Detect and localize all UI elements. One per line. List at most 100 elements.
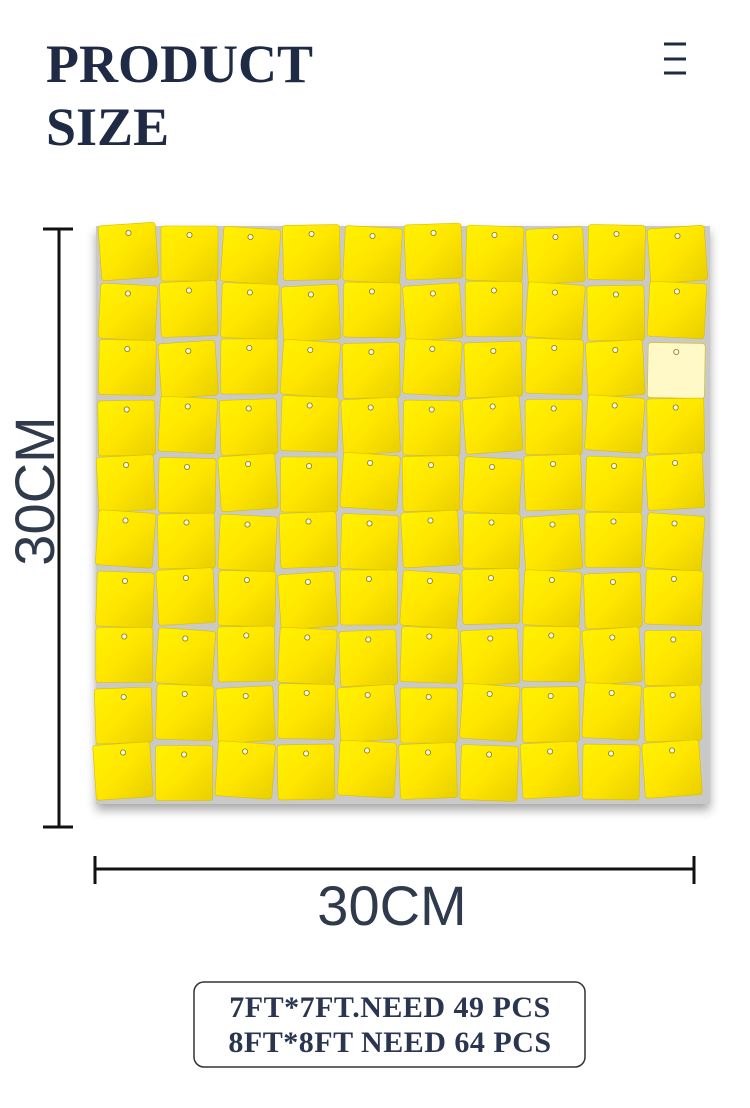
sequin [644,630,703,686]
sequin-hole [246,289,253,296]
sequin-hole [547,748,554,755]
sequin-hole [609,634,616,641]
sequin [155,567,216,626]
sequin-hole [487,575,494,582]
sequin-hole [304,634,311,641]
sequin [398,742,458,800]
sequin [97,221,159,282]
sequin-hole [427,517,434,524]
sequin-hole [185,347,192,354]
sequin [95,509,157,569]
sequin-hole [364,692,371,699]
sequin-hole [247,233,254,240]
sequin-hole [306,402,313,409]
sequin [641,739,703,799]
sequin-hole [552,233,559,240]
sequin [276,743,336,801]
sequin-hole [121,578,128,585]
sequin-hole [367,459,374,466]
sequin [583,571,643,630]
sequin [525,226,586,285]
sequin [337,739,398,799]
sequin-hole [121,633,128,640]
sequin [340,569,398,626]
sequin-hole [613,230,620,237]
sequin-hole [243,632,250,639]
sequin [96,454,157,513]
sequin-hole [183,519,190,526]
sequin [217,452,279,513]
sequin-hole [122,517,129,524]
sequin [280,456,338,513]
sequin-hole [368,288,375,295]
sequin [160,225,219,282]
sequin [278,511,339,569]
sequin-hole [366,520,373,527]
sequin [585,339,646,398]
sequin-hole [242,748,249,755]
sequin-hole [671,520,678,527]
sequin-hole [611,402,618,409]
sequin-hole [181,751,188,758]
sequin [337,683,399,744]
sequin [214,740,276,800]
sequin [95,627,154,683]
sequin-hole [125,229,132,236]
sequin-hole [303,750,310,757]
sequin [403,222,464,281]
sequin-hole [186,231,193,238]
sequin-hole [307,346,314,353]
sequin-hole [428,406,435,413]
sequin-hole [551,289,558,296]
sequin-hole [242,693,249,700]
sequin [338,629,398,687]
sequin-hole [303,690,310,697]
title-line: PRODUCT [46,34,313,94]
sequin [459,744,519,802]
sequin-hole [365,636,372,643]
info-line: 8FT*8FT NEED 64 PCS [228,1026,551,1059]
sequin [154,627,216,687]
sequin-hole [369,232,376,239]
sequin-hole [368,348,375,355]
sequin-hole [673,288,680,295]
sequin [647,342,706,399]
sequin-hole [123,406,130,413]
sequin-hole [430,229,437,236]
sequin-hole [489,463,496,470]
sequin-hole [487,635,494,642]
sequin [464,224,525,283]
menu-icon[interactable] [664,42,686,75]
sequin-hole [548,577,555,584]
sequin [644,512,706,572]
sequin [584,394,646,454]
sequin [97,282,158,342]
sequin [277,570,339,631]
sequin-hole [550,460,557,467]
info-box [193,981,586,1068]
sequin [646,224,708,285]
sequin [644,568,704,627]
sequin [157,512,216,570]
info-line: 7FT*7FT.NEED 49 PCS [229,991,550,1024]
sequin-hole [548,632,555,639]
sequin-hole [608,750,615,757]
sequin [159,280,219,338]
sequin-hole [184,463,191,470]
sequin-hole [365,576,372,583]
sequin [645,452,706,511]
sequin [220,282,280,340]
sequin-hole [246,344,253,351]
sequin-hole [610,518,617,525]
sequin [521,686,580,743]
sequin [524,337,584,396]
sequin [399,569,461,630]
sequin-hole [124,345,131,352]
sequin-hole [490,287,497,294]
sequin [524,281,586,341]
sequin [523,453,583,512]
sequin [646,280,707,340]
sequin [646,397,705,455]
sequin [215,685,276,744]
sequin [92,741,154,801]
